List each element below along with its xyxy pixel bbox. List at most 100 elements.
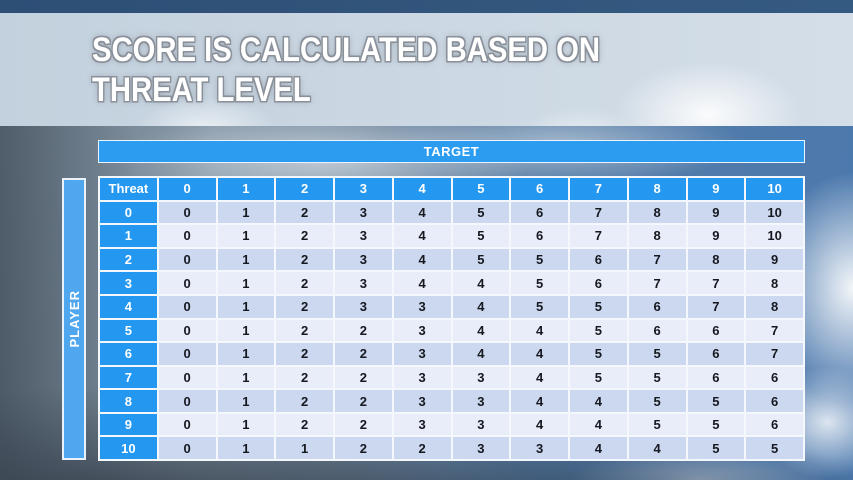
score-cell: 5 — [511, 272, 568, 294]
score-cell: 1 — [217, 390, 275, 412]
score-cell: 2 — [335, 390, 392, 412]
row-header-cell: 5 — [100, 319, 157, 342]
score-cell: 0 — [158, 272, 216, 294]
row-header-cell: 6 — [100, 343, 157, 365]
score-cell: 2 — [393, 437, 451, 459]
score-cell: 6 — [628, 295, 686, 318]
column-header-cell: 2 — [276, 178, 333, 200]
score-cell: 5 — [570, 295, 627, 318]
score-cell: 1 — [276, 437, 333, 459]
score-cell: 3 — [393, 343, 451, 365]
column-header-cell: 6 — [511, 178, 568, 200]
score-cell: 4 — [393, 248, 451, 271]
score-cell: 5 — [687, 413, 745, 436]
score-cell: 6 — [570, 272, 627, 294]
score-cell: 4 — [452, 295, 510, 318]
score-cell: 3 — [452, 437, 510, 459]
score-cell: 6 — [687, 366, 745, 389]
score-cell: 2 — [335, 366, 392, 389]
score-cell: 4 — [511, 319, 568, 342]
score-cell: 5 — [452, 248, 510, 271]
score-cell: 7 — [746, 343, 803, 365]
row-header-cell: 7 — [100, 366, 157, 389]
score-cell: 4 — [393, 225, 451, 247]
score-cell: 1 — [217, 366, 275, 389]
score-cell: 5 — [570, 366, 627, 389]
score-cell: 1 — [217, 272, 275, 294]
score-cell: 3 — [335, 248, 392, 271]
corner-header-cell: Threat — [100, 178, 157, 200]
column-header-cell: 4 — [393, 178, 451, 200]
score-cell: 5 — [511, 248, 568, 271]
score-cell: 2 — [276, 201, 333, 224]
score-cell: 6 — [746, 366, 803, 389]
score-cell: 5 — [452, 201, 510, 224]
score-cell: 8 — [687, 248, 745, 271]
score-cell: 5 — [628, 413, 686, 436]
score-cell: 6 — [511, 201, 568, 224]
score-cell: 2 — [276, 272, 333, 294]
column-header-cell: 10 — [746, 178, 803, 200]
score-cell: 4 — [511, 413, 568, 436]
score-cell: 2 — [335, 413, 392, 436]
score-cell: 2 — [276, 248, 333, 271]
score-cell: 8 — [746, 272, 803, 294]
score-cell: 2 — [335, 319, 392, 342]
score-cell: 0 — [158, 319, 216, 342]
score-cell: 3 — [452, 390, 510, 412]
target-axis-label: TARGET — [423, 144, 480, 159]
column-header-cell: 7 — [570, 178, 627, 200]
row-header-cell: 1 — [100, 225, 157, 247]
score-cell: 1 — [217, 225, 275, 247]
score-cell: 0 — [158, 437, 216, 459]
score-cell: 3 — [452, 366, 510, 389]
score-cell: 6 — [511, 225, 568, 247]
score-cell: 7 — [628, 272, 686, 294]
score-cell: 2 — [276, 319, 333, 342]
row-header-cell: 3 — [100, 272, 157, 294]
column-header-cell: 1 — [217, 178, 275, 200]
score-cell: 8 — [628, 201, 686, 224]
score-cell: 1 — [217, 201, 275, 224]
score-cell: 7 — [570, 201, 627, 224]
score-cell: 7 — [687, 295, 745, 318]
score-cell: 4 — [511, 390, 568, 412]
score-cell: 5 — [746, 437, 803, 459]
score-cell: 5 — [687, 437, 745, 459]
score-cell: 3 — [335, 225, 392, 247]
player-axis-label: PLAYER — [66, 290, 82, 348]
score-cell: 9 — [746, 248, 803, 271]
target-axis-header: TARGET — [98, 140, 805, 163]
score-cell: 5 — [628, 390, 686, 412]
score-cell: 2 — [335, 437, 392, 459]
page-title: SCORE IS CALCULATED BASED ON THREAT LEVE… — [92, 30, 746, 110]
score-cell: 2 — [276, 366, 333, 389]
score-cell: 4 — [452, 319, 510, 342]
score-cell: 3 — [335, 272, 392, 294]
score-cell: 2 — [276, 390, 333, 412]
score-cell: 4 — [628, 437, 686, 459]
score-cell: 8 — [746, 295, 803, 318]
score-cell: 3 — [393, 390, 451, 412]
score-cell: 5 — [628, 366, 686, 389]
score-cell: 7 — [570, 225, 627, 247]
score-cell: 4 — [452, 272, 510, 294]
score-cell: 9 — [687, 225, 745, 247]
score-cell: 2 — [276, 225, 333, 247]
score-cell: 0 — [158, 201, 216, 224]
score-cell: 6 — [687, 343, 745, 365]
score-cell: 3 — [393, 295, 451, 318]
score-cell: 2 — [276, 413, 333, 436]
score-cell: 4 — [393, 201, 451, 224]
score-cell: 10 — [746, 201, 803, 224]
score-cell: 6 — [746, 413, 803, 436]
column-header-cell: 9 — [687, 178, 745, 200]
score-cell: 0 — [158, 366, 216, 389]
score-cell: 0 — [158, 390, 216, 412]
score-cell: 1 — [217, 343, 275, 365]
row-header-cell: 8 — [100, 390, 157, 412]
score-cell: 4 — [393, 272, 451, 294]
score-cell: 0 — [158, 225, 216, 247]
score-cell: 5 — [628, 343, 686, 365]
